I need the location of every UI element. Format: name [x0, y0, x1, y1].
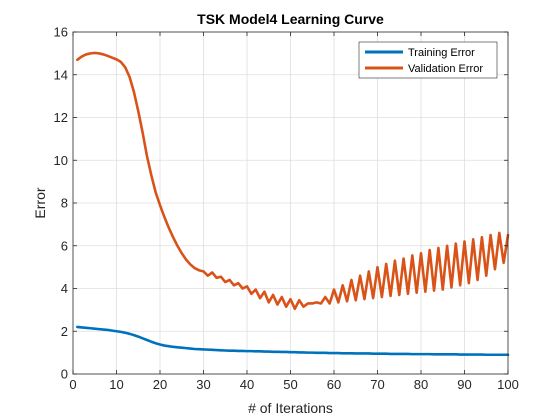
series-layer	[76, 51, 510, 357]
x-tick-label: 90	[457, 377, 471, 392]
legend: Training Error Validation Error	[358, 41, 498, 79]
y-tick-label: 6	[61, 238, 68, 253]
legend-box	[358, 41, 498, 79]
x-tick-label: 100	[497, 377, 519, 392]
series-line-validation-error	[76, 51, 510, 311]
y-tick-label: 8	[61, 196, 68, 211]
x-tick-label: 70	[370, 377, 384, 392]
x-tick-label: 40	[240, 377, 254, 392]
legend-label-validation-error: Validation Error	[408, 63, 483, 75]
y-tick-label: 0	[61, 367, 68, 382]
legend-label-training-error: Training Error	[408, 47, 475, 59]
x-tick-label: 80	[414, 377, 428, 392]
y-tick-label: 4	[61, 281, 68, 296]
x-tick-label: 0	[69, 377, 76, 392]
x-axis-label: # of Iterations	[248, 400, 333, 416]
x-tick-label: 20	[153, 377, 167, 392]
y-axis-label: Error	[32, 187, 48, 218]
x-tick-label: 10	[109, 377, 123, 392]
x-tick-label: 60	[327, 377, 341, 392]
x-tick-label: 50	[283, 377, 297, 392]
y-tick-label: 2	[61, 324, 68, 339]
y-tick-label: 10	[54, 153, 68, 168]
y-tick-label: 16	[54, 25, 68, 40]
tick-layer: 0 10 20 30 40 50 60 70 80 90 100 0 2 4 6 8 10 12 14 16	[54, 25, 519, 393]
series-line-training-error	[76, 325, 510, 357]
chart-title: TSK Model4 Learning Curve	[197, 11, 384, 27]
y-tick-label: 14	[54, 67, 68, 82]
x-tick-label: 30	[196, 377, 210, 392]
y-tick-label: 12	[54, 110, 68, 125]
